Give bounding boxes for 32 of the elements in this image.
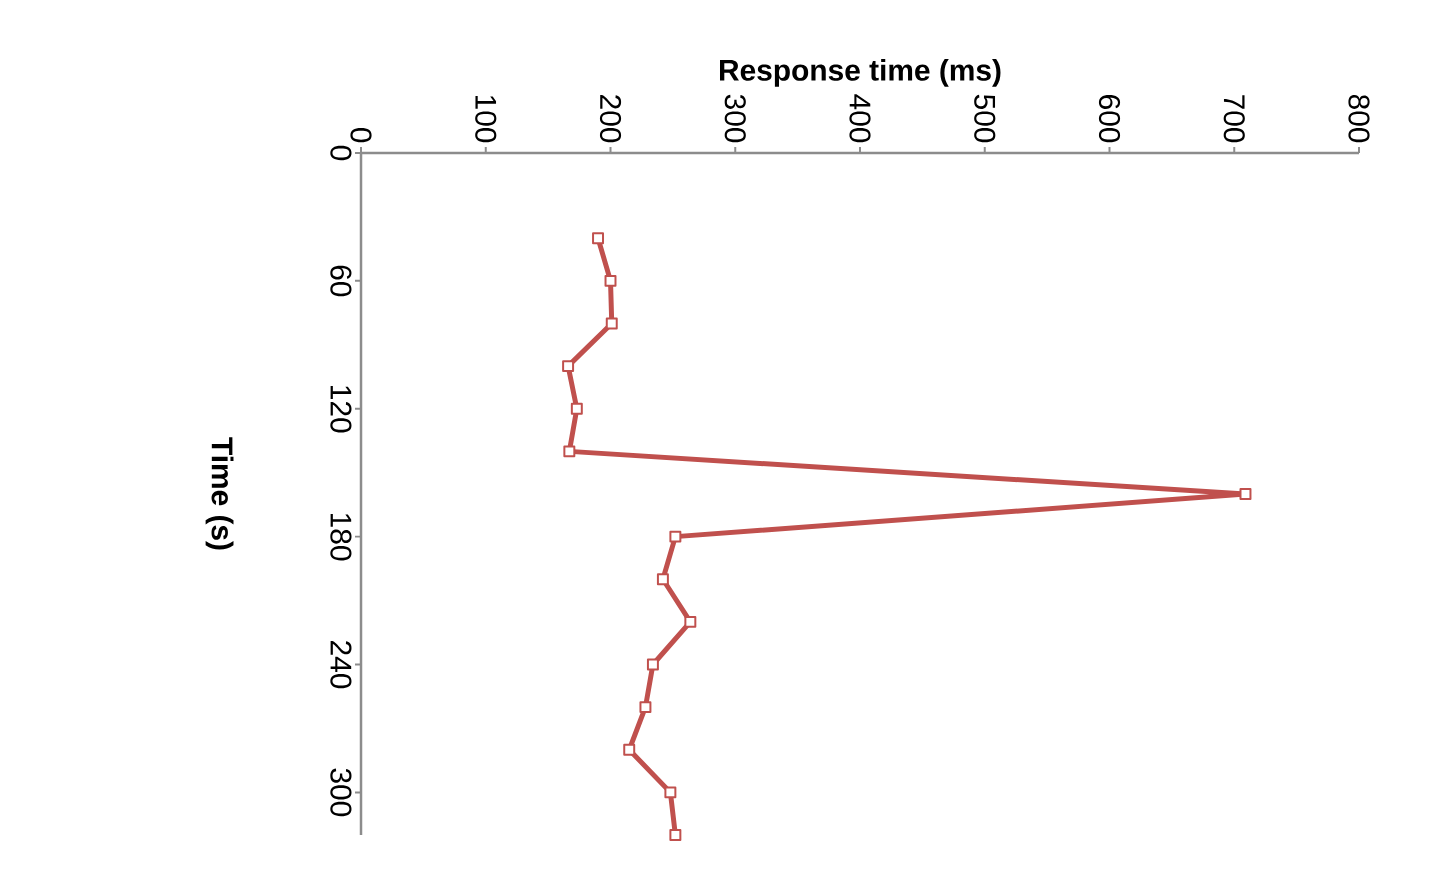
point: [1239, 488, 1252, 500]
point: [623, 743, 636, 756]
x-tick-label: 300: [724, 94, 746, 143]
x-tick-label: 500: [974, 94, 996, 143]
y-tick-label: 180: [330, 513, 352, 561]
x-tick-label: 200: [599, 95, 622, 143]
y-tick-label: 300: [330, 768, 352, 817]
x-tick-label: 800: [1348, 94, 1370, 143]
x-tick-label: 700: [1223, 95, 1245, 143]
x-tick-label: 600: [1098, 95, 1121, 143]
point: [656, 573, 669, 586]
x-axis-title: Response time (ms): [720, 58, 1001, 87]
point: [664, 786, 677, 799]
x-tick-label: 400: [849, 94, 871, 143]
y-tick-label: 60: [330, 265, 352, 297]
point: [570, 402, 583, 415]
point: [669, 530, 682, 543]
point: [605, 317, 618, 330]
x-tick-label: 0: [350, 128, 372, 143]
point: [646, 658, 659, 671]
y-tick-label: 240: [330, 641, 352, 689]
point: [684, 615, 697, 628]
point: [669, 829, 682, 841]
x-tick-label: 100: [475, 95, 497, 143]
y-tick-label: 120: [330, 386, 352, 433]
point: [563, 445, 576, 458]
point: [592, 232, 605, 245]
point: [562, 360, 575, 373]
y-axis-title: Time (s): [205, 437, 234, 550]
point: [639, 701, 652, 714]
y-tick-label: 0: [330, 145, 352, 161]
point: [604, 274, 617, 287]
